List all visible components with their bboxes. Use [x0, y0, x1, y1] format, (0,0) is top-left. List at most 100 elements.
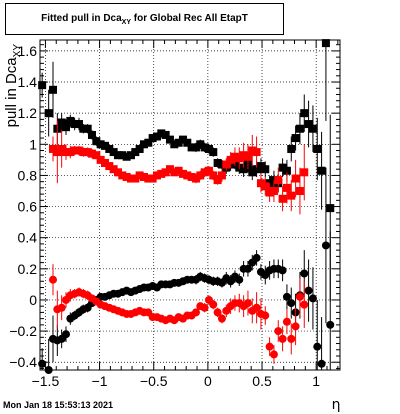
data-point: [196, 171, 205, 180]
data-point: [96, 140, 105, 149]
data-point: [191, 174, 200, 183]
data-point: [226, 155, 235, 164]
data-point: [191, 143, 200, 152]
data-point: [213, 158, 222, 167]
data-point: [53, 148, 62, 157]
data-point: [287, 144, 296, 153]
data-point: [178, 169, 187, 178]
data-point: [274, 176, 283, 185]
data-point: [61, 148, 70, 157]
y-tick-label: 1.2: [18, 105, 38, 121]
data-point: [79, 148, 88, 157]
data-point: [96, 155, 105, 164]
data-point: [70, 120, 79, 129]
data-point: [274, 327, 283, 336]
data-point: [178, 135, 187, 144]
data-point: [217, 314, 226, 323]
data-point: [83, 148, 92, 157]
data-point: [157, 129, 166, 138]
y-tick-label: 1: [29, 136, 37, 152]
data-point: [300, 168, 309, 177]
title-rest: for Global Rec All EtapT: [131, 13, 248, 24]
data-point: [79, 124, 88, 133]
data-point: [265, 188, 274, 197]
data-point: [261, 182, 270, 191]
data-point: [157, 169, 166, 178]
data-point: [131, 148, 140, 157]
data-point: [278, 194, 287, 203]
data-point: [44, 366, 53, 374]
date-stamp: Mon Jan 18 15:53:13 2021: [3, 400, 114, 410]
data-point: [291, 322, 300, 331]
data-point: [278, 266, 287, 275]
data-point: [92, 151, 101, 160]
data-point: [44, 109, 53, 118]
data-point: [209, 148, 218, 157]
data-point: [213, 176, 222, 185]
data-point: [83, 124, 92, 133]
data-point: [126, 151, 135, 160]
data-point: [113, 168, 122, 177]
y-tick-label: 0.6: [18, 199, 38, 215]
data-point: [304, 286, 313, 295]
data-point: [291, 174, 300, 183]
data-point: [122, 152, 131, 161]
data-point: [278, 163, 287, 172]
data-point: [183, 171, 192, 180]
data-point: [261, 311, 270, 320]
title-box: Fitted pull in DcaXY for Global Rec All …: [5, 3, 284, 35]
data-point: [200, 168, 209, 177]
data-point: [295, 186, 304, 195]
data-point: [287, 191, 296, 200]
data-point: [243, 299, 252, 308]
data-point: [191, 308, 200, 317]
data-point: [287, 299, 296, 308]
data-point: [282, 166, 291, 175]
data-point: [174, 138, 183, 147]
data-point: [200, 143, 209, 152]
data-point: [61, 330, 70, 339]
data-point: [300, 269, 309, 278]
data-point: [109, 148, 118, 157]
plot-frame: [39, 39, 341, 371]
data-point: [304, 120, 313, 129]
data-point: [105, 162, 114, 171]
chart-title: Fitted pull in DcaXY for Global Rec All …: [6, 13, 283, 26]
y-tick-label: 1.6: [18, 43, 38, 59]
data-point: [217, 160, 226, 169]
x-tick-label: −1.5: [32, 373, 60, 389]
data-point: [317, 166, 326, 175]
data-point: [87, 130, 96, 139]
data-point: [48, 275, 57, 284]
x-tick-label: 1: [312, 373, 320, 389]
y-tick-label: −0.2: [9, 323, 37, 339]
data-point: [282, 317, 291, 326]
data-point: [57, 118, 66, 127]
y-tick-label: 0: [29, 292, 37, 308]
data-point: [170, 168, 179, 177]
data-point: [209, 300, 218, 309]
data-point: [295, 292, 304, 301]
title-main: Fitted pull in Dca: [41, 13, 122, 24]
data-point: [187, 143, 196, 152]
data-point: [131, 174, 140, 183]
data-point: [66, 116, 75, 125]
data-point: [144, 138, 153, 147]
data-point: [57, 303, 66, 312]
data-point: [187, 172, 196, 181]
title-subscript: XY: [121, 19, 132, 26]
data-point: [252, 148, 261, 157]
data-point: [326, 204, 335, 213]
data-point: [287, 334, 296, 343]
data-point: [126, 174, 135, 183]
data-point: [105, 144, 114, 153]
data-point: [48, 85, 57, 94]
data-point: [282, 183, 291, 192]
data-point: [135, 171, 144, 180]
data-point: [209, 171, 218, 180]
x-tick-label: 0: [204, 373, 212, 389]
data-point: [252, 253, 261, 262]
y-axis-label: pull in DcaXY: [3, 44, 23, 128]
data-point: [295, 124, 304, 133]
